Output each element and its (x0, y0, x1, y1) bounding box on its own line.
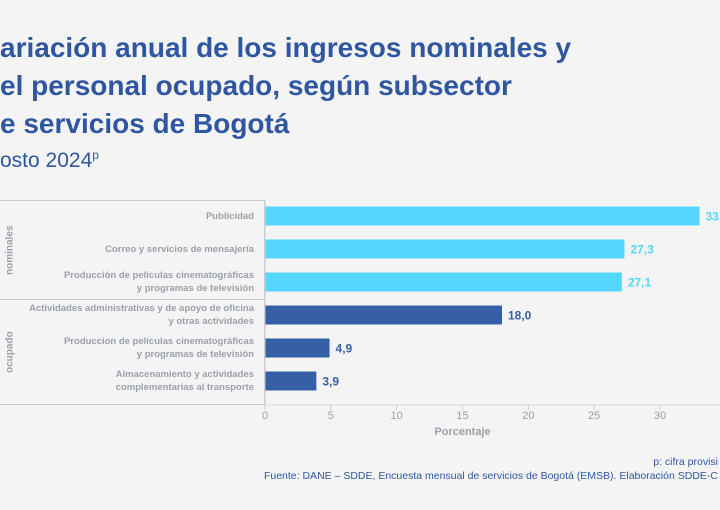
x-tick-label: 20 (522, 410, 534, 422)
group-divider (0, 299, 264, 300)
category-label: Publicidad (206, 210, 254, 223)
category-label: Producción de películas cinematográficas… (64, 269, 254, 295)
category-label-line: Actividades administrativas y de apoyo d… (29, 303, 254, 314)
category-label: Actividades administrativas y de apoyo d… (29, 302, 254, 328)
x-axis-label: Porcentaje (434, 426, 490, 438)
subtitle-text: osto 2024 (0, 149, 93, 172)
category-label-line: Produccion de películas cinematográficas (63, 336, 254, 347)
bar (265, 206, 700, 226)
category-label: Almacenamiento y actividades complementar… (116, 368, 254, 394)
category-label-line: Correo y servicios de mensajería (105, 243, 254, 255)
footnote: p: cifra provisi (653, 456, 718, 468)
category-label-line: Almacenamiento y actividades (115, 369, 254, 380)
data-label: 4,9 (336, 342, 353, 356)
data-label: 27,1 (628, 276, 652, 290)
x-tick-label: 30 (654, 410, 666, 422)
x-tick-label: 25 (588, 410, 600, 422)
category-label-line: y programas de televisión (136, 283, 254, 294)
category-label-line: Producción de películas cinematográficas (63, 270, 254, 281)
chart-subtitle: osto 2024p (0, 148, 99, 173)
source-note: Fuente: DANE – SDDE, Encuesta mensual de… (263, 470, 718, 482)
x-tick-label: 0 (262, 410, 268, 422)
category-label-line: Publicidad (205, 210, 254, 222)
category-label-line: complementarias al transporte (115, 382, 254, 393)
category-label-line: y otras actividades (168, 316, 254, 327)
bar (265, 272, 622, 292)
x-tick-label: 10 (391, 410, 403, 422)
data-label: 3,9 (322, 375, 339, 389)
chart-title-line-1: ariación anual de los ingresos nominales… (0, 32, 572, 63)
category-label: Produccion de películas cinematográficas… (64, 335, 254, 361)
bar (265, 371, 317, 391)
category-label: Correo y servicios de mensajería (105, 243, 254, 256)
x-tick-label: 5 (328, 410, 334, 422)
bar (265, 239, 625, 259)
subtitle-superscript: p (92, 148, 99, 162)
data-label: 33, (706, 210, 720, 224)
category-label-line: y programas de televisión (136, 349, 254, 360)
x-tick-label: 15 (456, 410, 468, 422)
chart-title-line-3: e servicios de Bogotá (0, 108, 290, 139)
data-label: 18,0 (508, 309, 532, 323)
data-label: 27,3 (630, 243, 654, 257)
chart-title-line-2: el personal ocupado, según subsector (0, 70, 512, 101)
bar (265, 305, 502, 325)
bar (265, 338, 330, 358)
